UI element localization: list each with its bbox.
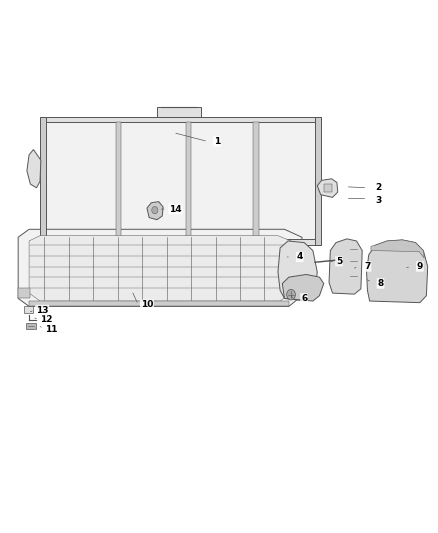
Polygon shape [254, 122, 259, 239]
Text: 4: 4 [297, 253, 303, 261]
Polygon shape [371, 240, 424, 258]
Polygon shape [278, 241, 317, 301]
Polygon shape [315, 117, 321, 245]
Polygon shape [329, 239, 362, 294]
Polygon shape [24, 306, 33, 313]
Text: 3: 3 [375, 196, 381, 205]
Polygon shape [29, 301, 289, 306]
Polygon shape [18, 288, 30, 298]
Polygon shape [186, 122, 191, 239]
Text: 6: 6 [301, 294, 307, 303]
Text: 7: 7 [364, 262, 371, 271]
Polygon shape [147, 201, 163, 220]
Polygon shape [336, 256, 341, 264]
Polygon shape [157, 107, 201, 117]
Polygon shape [42, 119, 319, 243]
Polygon shape [26, 323, 36, 329]
Text: 13: 13 [36, 305, 49, 314]
Polygon shape [40, 117, 46, 245]
Text: 11: 11 [45, 325, 57, 334]
Polygon shape [27, 150, 41, 188]
Polygon shape [41, 117, 321, 122]
Text: 12: 12 [40, 315, 53, 324]
Polygon shape [41, 239, 321, 245]
Polygon shape [29, 236, 291, 301]
Text: 8: 8 [378, 279, 384, 288]
Polygon shape [317, 179, 338, 197]
Polygon shape [324, 183, 332, 192]
Polygon shape [367, 240, 427, 303]
Text: 1: 1 [214, 137, 220, 146]
Polygon shape [18, 229, 302, 306]
Text: 10: 10 [141, 300, 153, 309]
Circle shape [287, 289, 295, 300]
Text: 14: 14 [169, 205, 182, 214]
Text: 2: 2 [375, 183, 381, 192]
Text: 9: 9 [417, 262, 423, 271]
Circle shape [152, 206, 158, 214]
Polygon shape [116, 122, 121, 239]
Text: 5: 5 [336, 257, 342, 265]
Polygon shape [283, 274, 324, 301]
